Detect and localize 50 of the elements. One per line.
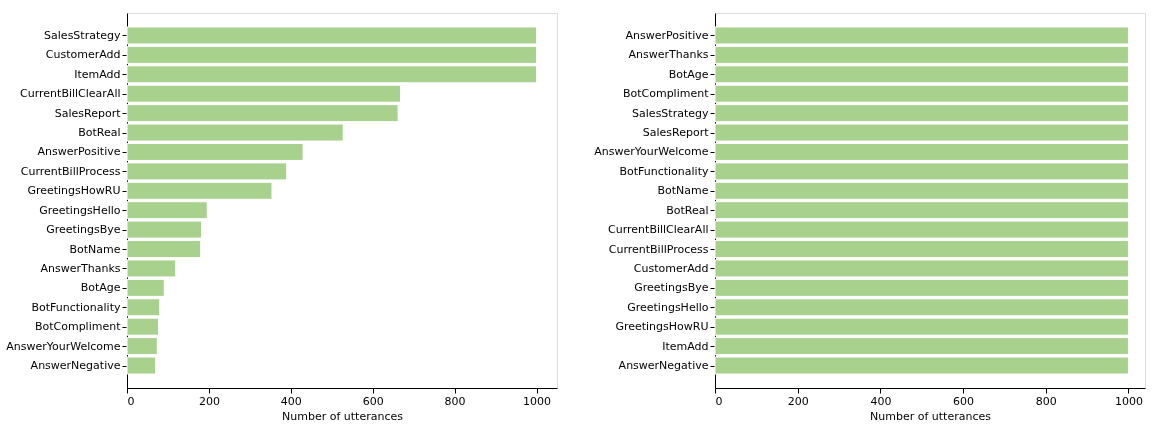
y-tick-label: SalesStrategy	[44, 28, 121, 42]
y-tick-label: BotName	[657, 184, 709, 198]
y-tick-label: BotAge	[668, 67, 709, 81]
x-axis-title: Number of utterances	[282, 409, 404, 423]
y-tick-label: SalesStrategy	[632, 106, 709, 120]
y-tick-label: GreetingsHello	[627, 300, 709, 314]
y-tick-label: GreetingsBye	[634, 281, 709, 295]
y-tick-label: GreetingsHowRU	[27, 184, 121, 198]
y-tick-label: SalesReport	[642, 126, 710, 140]
x-tick-label: 1000	[523, 394, 552, 408]
x-tick-label: 800	[1035, 394, 1057, 408]
y-tick-label: AnswerYourWelcome	[6, 339, 121, 353]
y-tick-label: CurrentBillClearAll	[20, 87, 121, 101]
x-tick-label: 200	[198, 394, 220, 408]
y-tick-label: CurrentBillProcess	[20, 164, 121, 178]
y-tick-label: BotFunctionality	[31, 300, 121, 314]
x-axis-title: Number of utterances	[870, 409, 992, 423]
y-tick-label: CurrentBillProcess	[608, 242, 709, 256]
y-tick-label: AnswerThanks	[628, 48, 709, 62]
y-tick-label: CustomerAdd	[633, 261, 709, 275]
y-tick-label: BotAge	[80, 281, 121, 295]
y-tick-label: GreetingsHello	[39, 203, 121, 217]
y-tick-label: BotFunctionality	[619, 164, 709, 178]
x-tick-label: 400	[280, 394, 302, 408]
y-tick-label: BotName	[69, 242, 121, 256]
y-tick-label: SalesReport	[54, 106, 122, 120]
y-tick-label: GreetingsBye	[46, 223, 121, 237]
y-tick-label: GreetingsHowRU	[615, 320, 709, 334]
x-tick-label: 600	[953, 394, 975, 408]
y-tick-label: ItemAdd	[74, 67, 121, 81]
y-tick-label: AnswerNegative	[30, 359, 121, 373]
x-tick-label: 200	[787, 394, 809, 408]
y-tick-label: AnswerNegative	[618, 359, 709, 373]
x-tick-label: 800	[444, 394, 466, 408]
y-tick-label: AnswerThanks	[40, 261, 121, 275]
y-tick-label: AnswerPositive	[37, 145, 121, 159]
y-tick-label: BotCompliment	[34, 320, 122, 334]
y-tick-label: BotCompliment	[622, 87, 710, 101]
y-tick-label: BotReal	[78, 126, 121, 140]
x-tick-label: 600	[362, 394, 384, 408]
x-tick-label: 1000	[1114, 394, 1143, 408]
x-tick-label: 0	[715, 394, 723, 408]
x-tick-label: 0	[127, 394, 135, 408]
y-tick-label: ItemAdd	[662, 339, 709, 353]
x-tick-label: 400	[870, 394, 892, 408]
y-tick-label: AnswerPositive	[625, 28, 709, 42]
y-tick-label: BotReal	[666, 203, 709, 217]
y-tick-label: AnswerYourWelcome	[594, 145, 709, 159]
y-tick-label: CustomerAdd	[45, 48, 121, 62]
y-tick-label: CurrentBillClearAll	[608, 223, 709, 237]
